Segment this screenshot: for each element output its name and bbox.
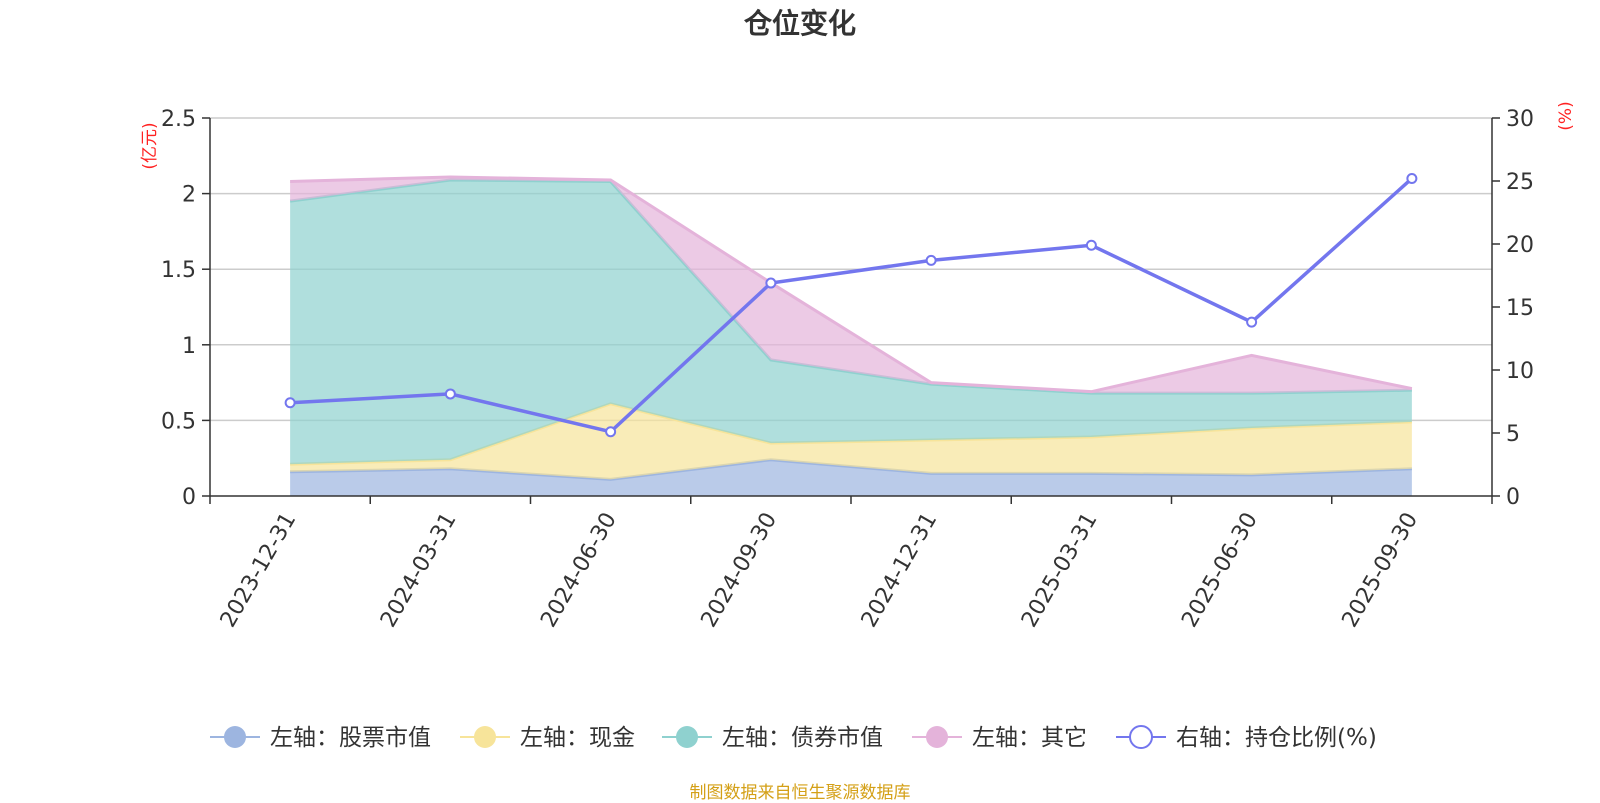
right-axis-tick-label: 10 <box>1506 359 1534 384</box>
x-axis-tick-label: 2025-06-30 <box>1177 509 1263 632</box>
area-series-2 <box>290 179 1412 465</box>
legend-label-0: 左轴：股票市值 <box>270 725 431 751</box>
ratio-line-point <box>444 388 456 400</box>
legend-marker-1 <box>474 726 496 748</box>
ratio-line-point <box>925 254 937 266</box>
ratio-line-point <box>1246 316 1258 328</box>
x-axis-tick-label: 2024-03-31 <box>376 509 462 632</box>
right-axis-tick-label: 15 <box>1506 296 1534 321</box>
x-axis-tick-label: 2024-12-31 <box>857 509 943 632</box>
legend-marker-2 <box>676 726 698 748</box>
legend-label-1: 左轴：现金 <box>520 725 635 751</box>
right-axis-tick-label: 20 <box>1506 233 1534 258</box>
left-axis-tick-label: 0.5 <box>161 409 196 434</box>
legend-marker-3 <box>926 726 948 748</box>
left-axis-tick-label: 0 <box>182 485 196 510</box>
position-ratio-line <box>284 172 1418 438</box>
right-axis-tick-label: 0 <box>1506 485 1520 510</box>
chart-title: 仓位变化 <box>743 7 856 40</box>
x-axis-tick-label: 2024-06-30 <box>536 509 622 632</box>
stacked-areas <box>289 175 1413 496</box>
area-series-0 <box>290 459 1412 496</box>
x-axis-tick-label: 2024-09-30 <box>696 509 782 632</box>
legend-marker-0 <box>224 726 246 748</box>
left-axis-tick-label: 1 <box>182 334 196 359</box>
ratio-line-point <box>605 426 617 438</box>
right-axis-tick-label: 5 <box>1506 422 1520 447</box>
area-series-3 <box>290 176 1412 394</box>
legend-label-2: 左轴：债券市值 <box>722 725 883 751</box>
legend-label-4: 右轴：持仓比例(%) <box>1176 725 1377 751</box>
x-axis-tick-label: 2025-03-31 <box>1017 509 1103 632</box>
x-axis-tick-label: 2025-09-30 <box>1337 509 1423 632</box>
ratio-line-point <box>284 397 296 409</box>
ratio-line-path <box>290 177 1414 434</box>
area-edge-3 <box>290 175 1413 394</box>
left-axis-unit: (亿元) <box>140 122 160 169</box>
left-axis-tick-label: 2.5 <box>161 107 196 132</box>
legend: 左轴：股票市值 左轴：现金 左轴：债券市值 左轴：其它 右轴：持仓比例(%) <box>210 725 1377 751</box>
x-axis-tick-label: 2023-12-31 <box>216 509 302 632</box>
data-source-note: 制图数据来自恒生聚源数据库 <box>689 783 911 803</box>
legend-marker-4 <box>1129 725 1153 749</box>
ratio-line-point <box>1406 172 1418 184</box>
right-axis-unit: (%) <box>1556 101 1576 130</box>
left-axis-tick-label: 1.5 <box>161 258 196 283</box>
ratio-line-point <box>765 277 777 289</box>
right-axis-tick-label: 30 <box>1506 107 1534 132</box>
ratio-line-point <box>1085 239 1097 251</box>
right-axis-tick-label: 25 <box>1506 170 1534 195</box>
left-axis-tick-label: 2 <box>182 183 196 208</box>
legend-label-3: 左轴：其它 <box>972 725 1087 751</box>
